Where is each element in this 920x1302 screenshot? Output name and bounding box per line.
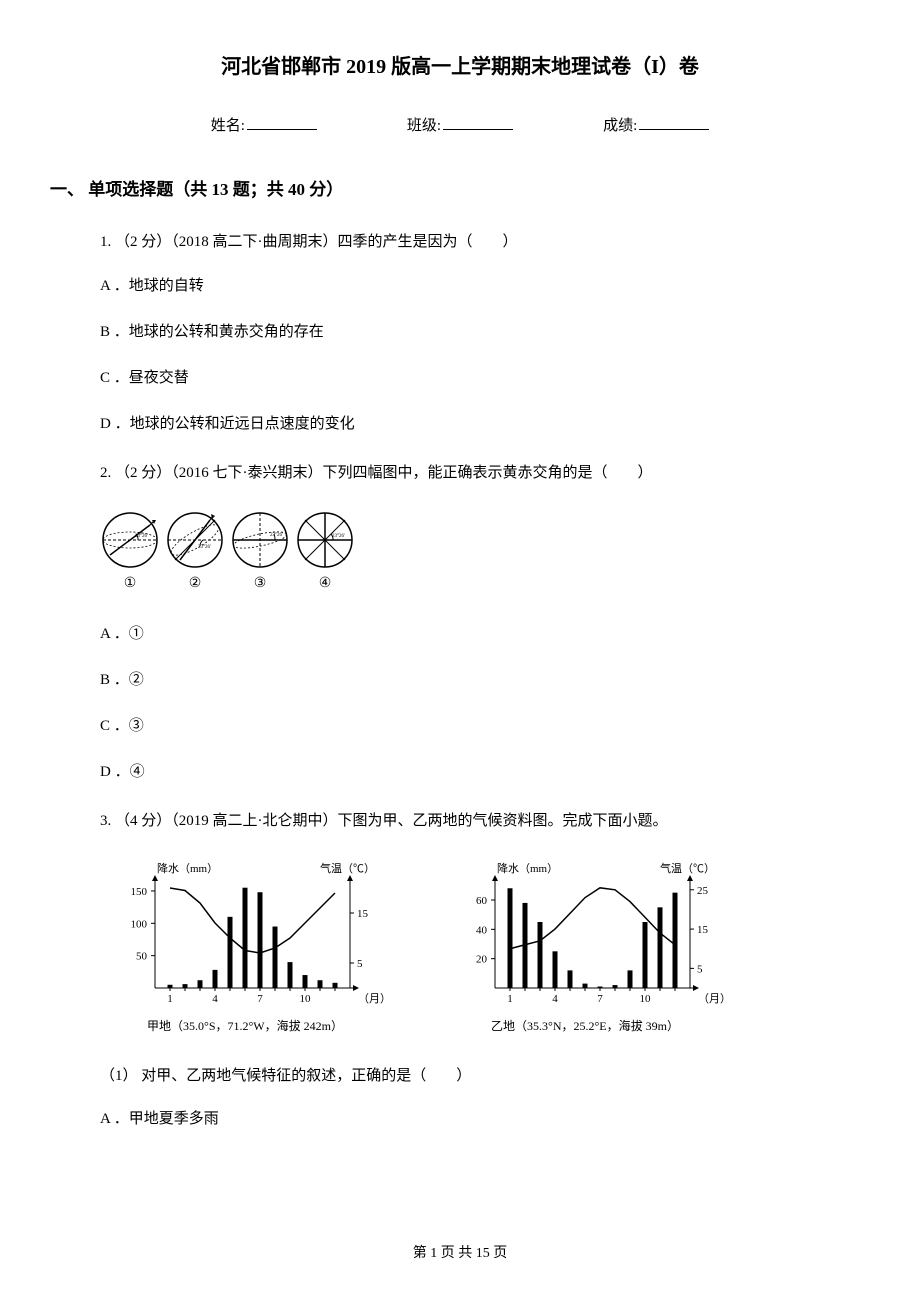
globe-1: 23°26' ① — [100, 510, 160, 592]
svg-text:7: 7 — [597, 993, 603, 1005]
q2-option-a: A ．① — [100, 622, 870, 646]
svg-text:50: 50 — [136, 951, 148, 963]
question-2: 2. （2 分）（2016 七下·泰兴期末）下列四幅图中，能正确表示黄赤交角的是… — [100, 461, 870, 485]
globe-2-svg: 23°26' — [165, 510, 225, 570]
svg-text:（月）: （月） — [698, 992, 730, 1005]
svg-text:25: 25 — [697, 885, 709, 897]
svg-text:1: 1 — [507, 993, 513, 1005]
svg-text:15: 15 — [697, 924, 709, 936]
svg-text:降水（mm）: 降水（mm） — [157, 861, 218, 875]
svg-text:气温（℃）: 气温（℃） — [320, 861, 375, 875]
globe-diagrams: 23°26' ① 23°26' ② 23°26' ③ — [100, 510, 870, 592]
q2-option-d: D ．④ — [100, 760, 870, 784]
globe-4-label: ④ — [319, 575, 332, 592]
svg-text:5: 5 — [697, 963, 703, 975]
q3-sub1-options: A ．甲地夏季多雨 — [100, 1107, 870, 1131]
q3-stem: 3. （4 分）（2019 高二上·北仑期中）下图为甲、乙两地的气候资料图。完成… — [100, 809, 870, 833]
name-blank — [247, 129, 317, 130]
svg-text:23°26': 23°26' — [135, 534, 148, 539]
q1-option-d: D ．地球的公转和近远日点速度的变化 — [100, 412, 870, 436]
chart-b-caption: 乙地（35.3°N，25.2°E，海拔 39m） — [491, 1017, 679, 1034]
svg-text:7: 7 — [257, 993, 263, 1005]
section-heading: 一、 单项选择题（共 13 题；共 40 分） — [50, 175, 870, 200]
svg-text:100: 100 — [131, 918, 148, 930]
globe-4-svg: 23°26' — [295, 510, 355, 570]
svg-text:15: 15 — [357, 908, 369, 920]
svg-text:1: 1 — [167, 993, 173, 1005]
globe-2: 23°26' ② — [165, 510, 225, 592]
class-blank — [443, 129, 513, 130]
climate-charts: 降水（mm）气温（℃）（月）5010015051514710 甲地（35.0°S… — [100, 858, 870, 1034]
globe-3-svg: 23°26' — [230, 510, 290, 570]
chart-b-wrap: 降水（mm） 气温（℃） （月） 20 40 60 5 15 25 1 4 7 10 乙地（35.3°N… — [440, 858, 730, 1034]
question-3: 3. （4 分）（2019 高二上·北仑期中）下图为甲、乙两地的气候资料图。完成… — [100, 809, 870, 833]
globe-3: 23°26' ③ — [230, 510, 290, 592]
svg-text:（月）: （月） — [358, 992, 390, 1005]
info-line: 姓名: 班级: 成绩: — [50, 114, 870, 135]
q2-option-b: B ．② — [100, 668, 870, 692]
score-label: 成绩: — [603, 114, 637, 135]
score-field: 成绩: — [603, 114, 709, 135]
class-label: 班级: — [407, 114, 441, 135]
q3-option-a: A ．甲地夏季多雨 — [100, 1107, 870, 1131]
chart-b: 降水（mm） 气温（℃） （月） 20 40 60 5 15 25 1 4 7 10 — [440, 858, 730, 1013]
score-blank — [639, 129, 709, 130]
page-title: 河北省邯郸市 2019 版高一上学期期末地理试卷（I）卷 — [50, 50, 870, 79]
svg-text:10: 10 — [300, 993, 312, 1005]
class-field: 班级: — [407, 114, 513, 135]
q1-stem: 1. （2 分）（2018 高二下·曲周期末）四季的产生是因为（ ） — [100, 230, 870, 254]
q2-stem: 2. （2 分）（2016 七下·泰兴期末）下列四幅图中，能正确表示黄赤交角的是… — [100, 461, 870, 485]
globe-2-label: ② — [189, 575, 202, 592]
chart-a-wrap: 降水（mm） 气温（℃） （月） 50 100 150 5 15 1 4 7 10 甲地（35.0°S… — [100, 858, 390, 1034]
q1-option-c: C ．昼夜交替 — [100, 366, 870, 390]
question-1: 1. （2 分）（2018 高二下·曲周期末）四季的产生是因为（ ） A ．地球… — [100, 230, 870, 436]
page-footer: 第 1 页 共 15 页 — [0, 1242, 920, 1262]
name-label: 姓名: — [211, 114, 245, 135]
svg-text:气温（℃）: 气温（℃） — [660, 861, 715, 875]
svg-text:150: 150 — [131, 886, 148, 898]
svg-text:4: 4 — [552, 993, 558, 1005]
svg-text:23°26': 23°26' — [270, 533, 283, 538]
svg-text:23°26': 23°26' — [198, 545, 211, 550]
globe-4: 23°26' ④ — [295, 510, 355, 592]
q2-option-c: C ．③ — [100, 714, 870, 738]
svg-text:20: 20 — [476, 954, 488, 966]
svg-text:60: 60 — [476, 895, 488, 907]
globe-1-label: ① — [124, 575, 137, 592]
svg-text:10: 10 — [640, 993, 652, 1005]
name-field: 姓名: — [211, 114, 317, 135]
svg-text:降水（mm）: 降水（mm） — [497, 861, 558, 875]
globe-3-label: ③ — [254, 575, 267, 592]
q3-sub1: （1） 对甲、乙两地气候特征的叙述，正确的是（ ） — [100, 1064, 870, 1085]
svg-text:23°26': 23°26' — [332, 534, 345, 539]
chart-a-caption: 甲地（35.0°S，71.2°W，海拔 242m） — [147, 1017, 343, 1034]
svg-text:40: 40 — [476, 924, 488, 936]
globe-1-svg: 23°26' — [100, 510, 160, 570]
q1-option-a: A ．地球的自转 — [100, 274, 870, 298]
svg-text:5: 5 — [357, 958, 363, 970]
q1-option-b: B ．地球的公转和黄赤交角的存在 — [100, 320, 870, 344]
svg-text:4: 4 — [212, 993, 218, 1005]
question-2-options: A ．① B ．② C ．③ D ．④ — [100, 622, 870, 784]
chart-a: 降水（mm） 气温（℃） （月） 50 100 150 5 15 1 4 7 10 — [100, 858, 390, 1013]
